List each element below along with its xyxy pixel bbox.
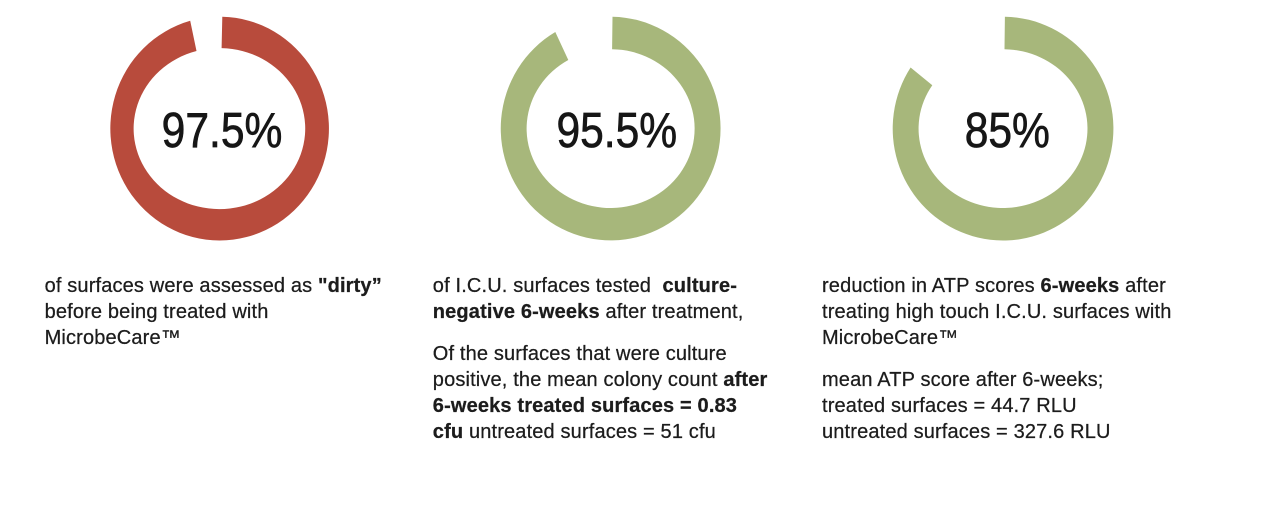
svg-text:95.5%: 95.5% xyxy=(556,102,677,158)
svg-text:85%: 85% xyxy=(965,102,1050,158)
svg-text:97.5%: 97.5% xyxy=(162,102,283,158)
